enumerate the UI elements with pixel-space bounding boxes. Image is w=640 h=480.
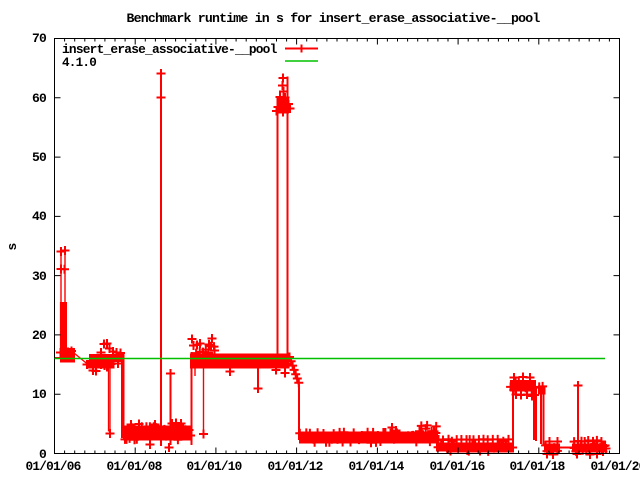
svg-text:0: 0 xyxy=(39,447,47,462)
svg-text:01/01/16: 01/01/16 xyxy=(430,459,486,474)
svg-text:01/01/14: 01/01/14 xyxy=(349,459,405,474)
svg-text:01/01/06: 01/01/06 xyxy=(26,459,82,474)
svg-text:01/01/10: 01/01/10 xyxy=(187,459,243,474)
svg-text:01/01/12: 01/01/12 xyxy=(268,459,324,474)
svg-text:40: 40 xyxy=(32,209,47,224)
svg-text:70: 70 xyxy=(32,31,47,46)
svg-text:50: 50 xyxy=(32,150,47,165)
svg-text:60: 60 xyxy=(32,91,47,106)
svg-text:Benchmark runtime in s for ins: Benchmark runtime in s for insert_erase_… xyxy=(127,11,541,26)
svg-text:20: 20 xyxy=(32,328,47,343)
svg-text:01/01/08: 01/01/08 xyxy=(107,459,163,474)
svg-text:4.1.0: 4.1.0 xyxy=(62,55,97,70)
svg-text:01/01/20: 01/01/20 xyxy=(591,459,640,474)
svg-text:01/01/18: 01/01/18 xyxy=(510,459,566,474)
svg-text:insert_erase_associative-__poo: insert_erase_associative-__pool xyxy=(62,42,277,57)
svg-text:30: 30 xyxy=(32,269,47,284)
svg-text:s: s xyxy=(5,243,20,251)
svg-text:10: 10 xyxy=(32,387,47,402)
